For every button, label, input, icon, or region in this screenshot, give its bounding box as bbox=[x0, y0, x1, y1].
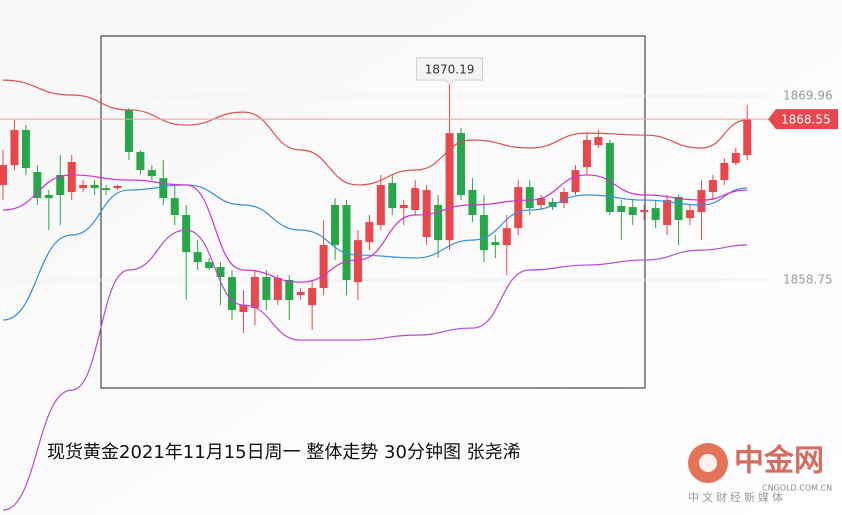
candle-body bbox=[296, 291, 305, 296]
logo-text: 中金网 bbox=[734, 444, 824, 479]
candle-body bbox=[308, 288, 317, 306]
candle-body bbox=[651, 208, 660, 221]
candle-body bbox=[273, 278, 282, 301]
indicator-line bbox=[2, 174, 748, 283]
candle-body bbox=[159, 178, 168, 199]
y-tick-label: 1869.96 bbox=[783, 89, 833, 103]
candle-body bbox=[582, 139, 591, 168]
candle-body bbox=[331, 204, 340, 246]
high-callout bbox=[416, 57, 484, 86]
candle-body bbox=[113, 185, 122, 189]
caption: 现货黄金2021年11月15日周一 整体走势 30分钟图 张尧浠 bbox=[47, 442, 521, 463]
candle-body bbox=[170, 198, 179, 215]
candle-body bbox=[594, 137, 603, 146]
candle-body bbox=[731, 152, 740, 163]
candle-body bbox=[353, 240, 362, 283]
candle-body bbox=[216, 267, 225, 278]
candle-body bbox=[411, 188, 420, 211]
candle-body bbox=[365, 222, 374, 243]
candle-body bbox=[468, 190, 477, 215]
candle-body bbox=[399, 204, 408, 209]
candle-body bbox=[250, 277, 259, 309]
candle-body bbox=[502, 228, 511, 246]
candle-body bbox=[182, 214, 191, 253]
candle-body bbox=[56, 174, 65, 195]
y-tick-label: 1858.75 bbox=[783, 272, 833, 286]
candle-body bbox=[388, 182, 397, 209]
candle-body bbox=[605, 142, 614, 213]
candle-body bbox=[239, 305, 248, 312]
candle-body bbox=[560, 192, 569, 204]
candle-body bbox=[708, 180, 717, 193]
indicator-line bbox=[2, 79, 748, 186]
candle-body bbox=[457, 133, 465, 195]
candle-body bbox=[571, 170, 580, 193]
high-label: 1870.19 bbox=[425, 63, 475, 77]
candle-body bbox=[0, 165, 7, 185]
logo-icon-inner bbox=[699, 454, 717, 472]
indicator-line bbox=[2, 229, 748, 511]
candle-body bbox=[376, 184, 385, 226]
candle-body bbox=[537, 198, 546, 205]
last-price-label: 1868.55 bbox=[781, 113, 831, 127]
candle-body bbox=[548, 202, 557, 208]
candle-body bbox=[102, 188, 111, 191]
candle-body bbox=[10, 129, 19, 166]
candle-body bbox=[342, 204, 351, 280]
candle-body bbox=[628, 207, 637, 215]
candle-body bbox=[79, 184, 88, 189]
candle-body bbox=[434, 204, 443, 241]
candle-body bbox=[525, 187, 534, 209]
candle-body bbox=[124, 109, 133, 152]
candle-body bbox=[147, 170, 156, 177]
candle-body bbox=[445, 133, 454, 241]
indicator-line bbox=[2, 184, 748, 321]
candle-body bbox=[674, 196, 683, 221]
last-price-tag bbox=[768, 109, 838, 130]
candle-body bbox=[228, 277, 236, 311]
candle-body bbox=[205, 262, 214, 269]
candle-body bbox=[67, 161, 76, 193]
candle-body bbox=[262, 277, 271, 301]
logo-domain: CNGOLD.COM.CN bbox=[762, 484, 832, 493]
candle-body bbox=[44, 194, 53, 199]
candle-body bbox=[743, 119, 752, 156]
candle-body bbox=[514, 187, 523, 229]
candle-body bbox=[193, 252, 202, 263]
candle-body bbox=[479, 214, 488, 251]
candle-body bbox=[90, 184, 99, 189]
candle-body bbox=[720, 162, 729, 181]
candle-body bbox=[136, 151, 145, 171]
candle-body bbox=[491, 242, 500, 246]
candle-body bbox=[617, 205, 626, 213]
candle-body bbox=[640, 210, 649, 213]
candle-body bbox=[319, 245, 328, 289]
candle-body bbox=[663, 200, 672, 226]
candle-body bbox=[422, 190, 431, 237]
plot: 1869.96 1858.75 bbox=[0, 79, 833, 511]
candle-body bbox=[33, 171, 42, 199]
candle-body bbox=[697, 190, 706, 213]
logo-slogan: 中文财经新媒体 bbox=[688, 490, 786, 504]
candle-body bbox=[285, 279, 294, 301]
candle-body bbox=[686, 210, 694, 219]
candle-body bbox=[21, 129, 30, 169]
